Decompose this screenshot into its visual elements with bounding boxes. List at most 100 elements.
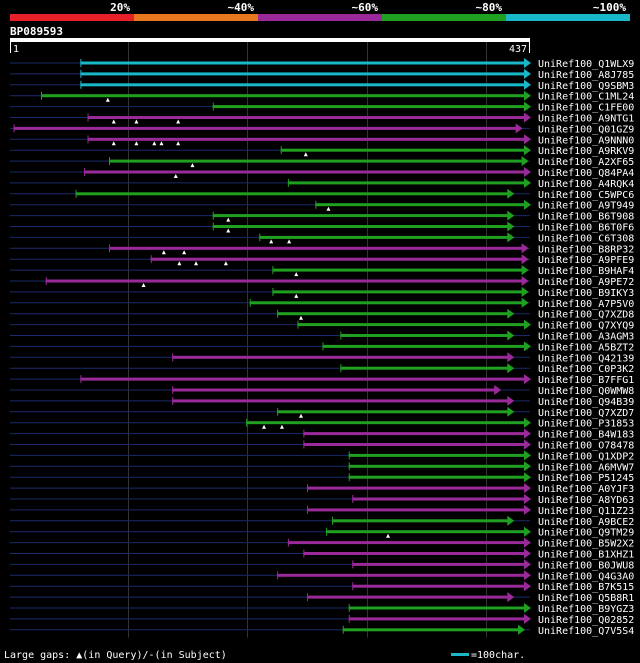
hit-name: UniRef100_A8YD63 (538, 495, 634, 506)
hit-row: UniRef100_Q01GZ9 (10, 123, 634, 135)
hit-row: UniRef100_A9PFE9 (10, 254, 634, 266)
hit-arrow (507, 352, 515, 363)
hit-row: UniRef100_Q7XZD7 (10, 406, 634, 419)
hit-arrow (524, 504, 531, 515)
hit-arrow (521, 243, 529, 254)
hit-name: UniRef100_B9YGZ3 (538, 604, 634, 615)
hit-name: UniRef100_P31853 (538, 419, 634, 430)
hit-rows: UniRef100_Q1WLX9UniRef100_A8J785UniRef10… (10, 58, 634, 637)
hit-row: UniRef100_Q42139 (10, 352, 634, 364)
hit-row: UniRef100_A5BZT2 (10, 341, 634, 353)
hit-row: UniRef100_A7P5V0 (10, 297, 634, 310)
gap-marker (194, 261, 199, 266)
hit-name: UniRef100_B7FFG1 (538, 375, 634, 386)
hit-row: UniRef100_A9T949 (10, 199, 634, 212)
hit-arrow (524, 145, 531, 156)
hit-arrow (524, 483, 531, 494)
legend-label: 20% (110, 1, 130, 14)
gap-marker (190, 163, 195, 168)
hit-row: UniRef100_B1XHZ1 (10, 548, 634, 561)
gap-marker (177, 261, 182, 266)
hit-name: UniRef100_Q7XZD7 (538, 408, 634, 419)
hit-arrow (507, 406, 515, 417)
hit-row: UniRef100_A0YJF3 (10, 483, 634, 495)
hit-bar (80, 83, 526, 87)
hit-name: UniRef100_Q1WLX9 (538, 59, 634, 70)
legend-segment (506, 14, 630, 21)
hit-bar (287, 541, 526, 545)
hit-arrow (524, 68, 531, 79)
hit-row: UniRef100_B7K515 (10, 581, 634, 593)
hit-bar (212, 105, 526, 109)
hit-arrow (524, 603, 531, 613)
hit-row: UniRef100_O78478 (10, 439, 634, 452)
hit-arrow (521, 156, 529, 167)
hit-arrow (524, 570, 531, 581)
hit-row: UniRef100_A9RKV9 (10, 145, 634, 157)
gap-marker (176, 119, 181, 124)
hit-bar (13, 126, 518, 130)
gap-marker (226, 228, 231, 233)
footer-gaps-legend: Large gaps: ▲(in Query)/-(in Subject) (4, 650, 227, 661)
hit-name: UniRef100_P51245 (538, 473, 634, 484)
hit-arrow (524, 167, 531, 177)
hit-row: UniRef100_Q4G3A0 (10, 570, 634, 582)
hit-row: UniRef100_Q5B8R1 (10, 592, 634, 604)
hit-arrow (524, 199, 531, 210)
hit-name: UniRef100_Q7XZD8 (538, 310, 634, 321)
gap-marker (176, 141, 181, 146)
hit-bar (246, 421, 526, 425)
hit-row: UniRef100_Q0WMW8 (10, 385, 634, 397)
hit-row: UniRef100_A9BCE2 (10, 515, 634, 528)
hit-name: UniRef100_A3AGM3 (538, 332, 634, 343)
hit-bar (348, 617, 526, 621)
hit-name: UniRef100_Q01GZ9 (538, 124, 634, 135)
hit-arrow (524, 613, 531, 624)
hit-arrow (521, 297, 529, 308)
hit-arrow (524, 319, 531, 330)
hit-bar (348, 453, 526, 457)
hit-row: UniRef100_C0P3K2 (10, 363, 634, 375)
hit-name: UniRef100_C0P3K2 (538, 364, 634, 375)
hit-bar (83, 170, 527, 174)
hit-arrow (524, 177, 531, 188)
hit-name: UniRef100_B0JWU8 (538, 560, 634, 571)
hit-name: UniRef100_A9PFE9 (538, 255, 634, 266)
hit-arrow (507, 395, 515, 406)
hit-bar (80, 61, 526, 65)
gap-marker (294, 293, 299, 298)
hit-bar (259, 235, 510, 239)
hit-name: UniRef100_B8RP32 (538, 244, 634, 255)
hit-bar (80, 72, 526, 76)
hit-arrow (524, 58, 531, 68)
gap-marker (299, 413, 304, 418)
hit-name: UniRef100_C5WPC6 (538, 190, 634, 201)
gap-marker (262, 424, 267, 429)
hit-row: UniRef100_P51245 (10, 472, 634, 484)
hit-bar (352, 584, 526, 588)
legend-label: ~60% (352, 1, 379, 14)
hit-row: UniRef100_A9NNN0 (10, 134, 634, 146)
hit-name: UniRef100_Q0WMW8 (538, 386, 634, 397)
hit-name: UniRef100_Q1XDP2 (538, 451, 634, 462)
hit-arrow (521, 286, 529, 297)
hit-row: UniRef100_Q7XYQ9 (10, 319, 634, 332)
hit-bar (352, 497, 526, 501)
hit-bar (348, 464, 526, 468)
hit-arrow (507, 210, 515, 221)
hit-bar (272, 268, 524, 272)
hit-name: UniRef100_C1ML24 (538, 92, 634, 103)
hit-row: UniRef100_A4RQK4 (10, 177, 634, 190)
hit-row: UniRef100_Q02852 (10, 613, 634, 626)
query-start-label: 1 (13, 44, 19, 55)
hit-arrow (521, 265, 529, 276)
hit-arrow (524, 417, 531, 428)
hit-bar (108, 246, 524, 250)
hit-arrow (507, 592, 515, 603)
hit-name: UniRef100_C1FE00 (538, 103, 634, 114)
hit-arrow (524, 134, 531, 145)
hit-name: UniRef100_A0YJF3 (538, 484, 634, 495)
hit-name: UniRef100_B6T908 (538, 212, 634, 223)
hit-arrow (524, 79, 531, 90)
hit-bar (326, 530, 526, 534)
